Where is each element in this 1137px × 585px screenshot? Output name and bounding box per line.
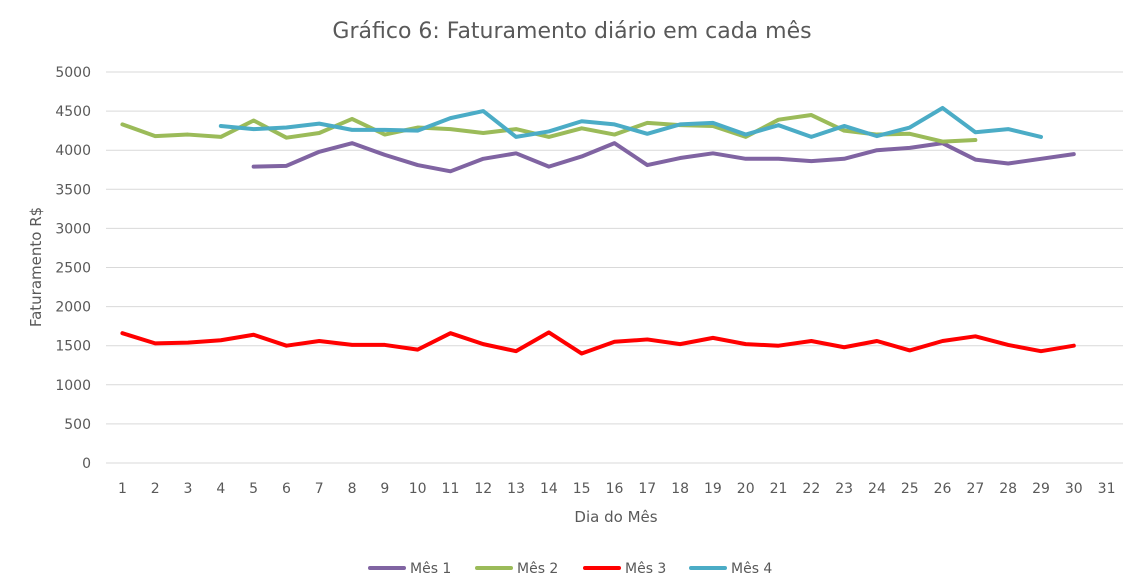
series-2 xyxy=(120,113,978,144)
y-tick-label: 1000 xyxy=(55,378,91,394)
series-lines xyxy=(120,105,1076,356)
y-tick-label: 3000 xyxy=(55,221,91,237)
series-4 xyxy=(218,105,1043,139)
x-tick-label: 3 xyxy=(184,481,193,497)
y-tick-label: 2000 xyxy=(55,300,91,316)
y-tick-label: 0 xyxy=(82,456,91,472)
x-tick-label: 20 xyxy=(737,481,755,497)
x-tick-label: 1 xyxy=(118,481,127,497)
x-axis-ticks: 1 2 3 4 5 6 7 8 9 10 11 12 13 14 15 16 17 18 19 20 21 22 23 24 2… xyxy=(118,481,1116,497)
x-tick-label: 5 xyxy=(249,481,258,497)
x-tick-label: 11 xyxy=(442,481,460,497)
x-tick-label: 23 xyxy=(835,481,853,497)
legend-label: Mês 1 xyxy=(410,561,451,577)
y-tick-label: 3500 xyxy=(55,182,91,198)
x-tick-label: 30 xyxy=(1065,481,1083,497)
y-axis-ticks: 0 500 1000 1500 2000 2500 3000 3500 4000 4500 5000 xyxy=(55,65,91,472)
x-tick-label: 26 xyxy=(934,481,952,497)
legend: Mês 1 Mês 2 Mês 3 Mês 4 xyxy=(368,561,772,577)
y-tick-label: 4500 xyxy=(55,104,91,120)
legend-item: Mês 4 xyxy=(689,561,772,577)
x-tick-label: 9 xyxy=(380,481,389,497)
x-tick-label: 16 xyxy=(606,481,624,497)
x-tick-label: 29 xyxy=(1032,481,1050,497)
x-tick-label: 27 xyxy=(966,481,984,497)
y-axis-label: Faturamento R$ xyxy=(27,207,45,327)
series-line xyxy=(120,113,978,144)
x-tick-label: 13 xyxy=(507,481,525,497)
legend-label: Mês 3 xyxy=(625,561,666,577)
x-tick-label: 8 xyxy=(348,481,357,497)
x-tick-label: 24 xyxy=(868,481,886,497)
gridlines xyxy=(106,71,1123,464)
x-tick-label: 17 xyxy=(638,481,656,497)
x-tick-label: 21 xyxy=(770,481,788,497)
x-tick-label: 15 xyxy=(573,481,591,497)
series-1 xyxy=(251,141,1076,174)
y-tick-label: 1500 xyxy=(55,339,91,355)
series-3 xyxy=(120,330,1076,356)
legend-item: Mês 3 xyxy=(583,561,666,577)
y-tick-label: 5000 xyxy=(55,65,91,81)
chart-title: Gráfico 6: Faturamento diário em cada mê… xyxy=(332,19,811,44)
series-line xyxy=(251,141,1076,174)
x-tick-label: 4 xyxy=(216,481,225,497)
x-tick-label: 28 xyxy=(999,481,1017,497)
x-tick-label: 22 xyxy=(802,481,820,497)
x-tick-label: 14 xyxy=(540,481,558,497)
x-axis-label: Dia do Mês xyxy=(574,508,657,526)
y-tick-label: 2500 xyxy=(55,261,91,277)
x-tick-label: 19 xyxy=(704,481,722,497)
series-line xyxy=(218,105,1043,139)
legend-item: Mês 1 xyxy=(368,561,451,577)
series-line xyxy=(120,330,1076,356)
legend-label: Mês 4 xyxy=(731,561,772,577)
x-tick-label: 31 xyxy=(1098,481,1116,497)
y-tick-label: 500 xyxy=(64,417,91,433)
y-tick-label: 4000 xyxy=(55,143,91,159)
legend-label: Mês 2 xyxy=(517,561,558,577)
x-tick-label: 10 xyxy=(409,481,427,497)
x-tick-label: 18 xyxy=(671,481,689,497)
x-tick-label: 25 xyxy=(901,481,919,497)
x-tick-label: 2 xyxy=(151,481,160,497)
legend-item: Mês 2 xyxy=(475,561,558,577)
x-tick-label: 6 xyxy=(282,481,291,497)
x-tick-label: 12 xyxy=(474,481,492,497)
x-tick-label: 7 xyxy=(315,481,324,497)
